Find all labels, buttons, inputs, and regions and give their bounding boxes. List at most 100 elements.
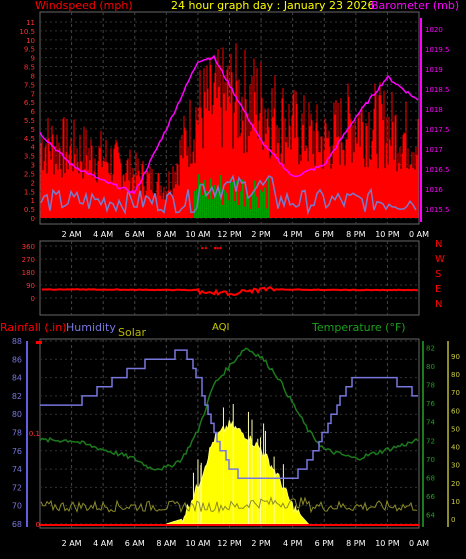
wind-y-tick: 2.5 bbox=[24, 170, 35, 178]
wind-time-tick: 10 AM bbox=[185, 230, 210, 239]
windspeed-axis-label: Windspeed (mph) bbox=[35, 0, 133, 12]
temperature-y-tick: 76 bbox=[426, 400, 435, 408]
aqi-y-tick: 40 bbox=[451, 444, 460, 452]
aqi-y-tick: 80 bbox=[451, 371, 460, 379]
baro-y-tick: 1016.5 bbox=[425, 166, 450, 174]
lower-time-tick: 6 PM bbox=[315, 539, 334, 548]
direction-y-tick: 90 bbox=[26, 282, 35, 290]
humidity-line bbox=[40, 349, 418, 480]
aqi-y-tick: 90 bbox=[451, 353, 460, 361]
baro-y-tick: 1019 bbox=[425, 66, 443, 74]
wind-y-tick: 7.5 bbox=[24, 81, 35, 89]
aqi-y-tick: 70 bbox=[451, 389, 460, 397]
rainfall-label: Rainfall (.in) bbox=[0, 321, 67, 334]
humidity-y-tick: 72 bbox=[12, 483, 22, 492]
aqi-line bbox=[40, 496, 418, 514]
humidity-y-tick: 78 bbox=[12, 429, 22, 438]
wind-time-tick: 8 PM bbox=[346, 230, 365, 239]
baro-y-tick: 1018.5 bbox=[425, 86, 450, 94]
wind-y-tick: 10.5 bbox=[19, 28, 35, 36]
barometer-axis-label: Barometer (mb) bbox=[371, 0, 459, 12]
humidity-y-tick: 70 bbox=[12, 502, 22, 511]
baro-y-tick: 1016 bbox=[425, 186, 443, 194]
direction-series-layer bbox=[42, 247, 419, 297]
wind-y-tick: 0 bbox=[31, 215, 35, 223]
direction-point bbox=[204, 247, 207, 250]
direction-point bbox=[219, 247, 222, 250]
wind-time-tick: 6 PM bbox=[315, 230, 334, 239]
graph-title: 24 hour graph day : January 23 2026 bbox=[171, 0, 375, 12]
wind-y-tick: 4.5 bbox=[24, 135, 35, 143]
lower-time-tick: 8 AM bbox=[156, 539, 176, 548]
direction-point bbox=[214, 247, 217, 250]
temperature-y-tick: 74 bbox=[426, 419, 435, 427]
aqi-y-tick: 20 bbox=[451, 480, 460, 488]
wind-time-tick: 6 AM bbox=[125, 230, 145, 239]
lower-time-tick: 2 AM bbox=[62, 539, 82, 548]
direction-y-tick: 270 bbox=[22, 256, 35, 264]
compass-label: E bbox=[435, 284, 441, 295]
humidity-y-tick: 68 bbox=[12, 520, 22, 529]
wind-time-tick: 2 PM bbox=[251, 230, 270, 239]
wind-y-tick: 7 bbox=[31, 90, 35, 98]
lower-series-layer bbox=[39, 347, 419, 526]
wind-y-tick: 1 bbox=[31, 197, 35, 205]
wind-y-tick: 8 bbox=[31, 72, 35, 80]
wind-y-tick: 6 bbox=[31, 108, 36, 116]
wind-time-tick: 4 PM bbox=[283, 230, 302, 239]
aqi-y-tick: 0 bbox=[451, 516, 455, 524]
wind-y-tick: 0.5 bbox=[24, 206, 35, 214]
direction-point bbox=[216, 247, 219, 250]
baro-y-tick: 1019.5 bbox=[425, 46, 450, 54]
lower-time-tick: 6 AM bbox=[125, 539, 145, 548]
compass-label: W bbox=[435, 254, 445, 265]
humidity-y-tick: 76 bbox=[12, 447, 22, 456]
lower-time-tick: 4 PM bbox=[283, 539, 302, 548]
aqi-label: AQI bbox=[212, 322, 230, 333]
baro-y-tick: 1017 bbox=[425, 146, 443, 154]
lower-time-tick: 10 PM bbox=[375, 539, 400, 548]
humidity-y-tick: 80 bbox=[12, 410, 22, 419]
wind-y-tick: 2 bbox=[31, 179, 35, 187]
wind-y-tick: 4 bbox=[31, 144, 36, 152]
direction-point bbox=[201, 247, 204, 250]
temperature-line bbox=[39, 347, 419, 471]
aqi-y-tick: 50 bbox=[451, 425, 460, 433]
wind-y-tick: 3 bbox=[31, 162, 35, 170]
direction-y-tick: 360 bbox=[22, 243, 35, 251]
compass-label: N bbox=[435, 299, 442, 310]
direction-y-tick: 180 bbox=[22, 269, 35, 277]
lower-time-tick: 12 PM bbox=[217, 539, 242, 548]
wind-y-tick: 5 bbox=[31, 126, 35, 134]
compass-label: S bbox=[435, 269, 441, 280]
solar-label: Solar bbox=[118, 326, 147, 339]
rain-y-tick: 0 bbox=[36, 521, 40, 529]
wind-average-line bbox=[40, 174, 417, 216]
direction-y-tick: 0 bbox=[31, 295, 35, 303]
temperature-y-tick: 64 bbox=[426, 511, 435, 519]
humidity-y-tick: 82 bbox=[12, 392, 22, 401]
lower-time-tick: 0 AM bbox=[409, 539, 429, 548]
wind-time-tick: 8 AM bbox=[156, 230, 176, 239]
humidity-y-tick: 74 bbox=[12, 465, 22, 474]
compass-label: N bbox=[435, 239, 442, 250]
temperature-label: Temperature (°F) bbox=[311, 321, 406, 334]
wind-series-layer bbox=[39, 43, 419, 218]
wind-y-tick: 1.5 bbox=[24, 188, 35, 196]
wind-y-tick: 6.5 bbox=[24, 99, 35, 107]
aqi-y-tick: 30 bbox=[451, 462, 460, 470]
rain-y-tick: 0.1 bbox=[29, 430, 40, 438]
aqi-y-tick: 10 bbox=[451, 498, 460, 506]
lower-time-tick: 10 AM bbox=[185, 539, 210, 548]
humidity-y-tick: 86 bbox=[12, 355, 22, 364]
wind-y-tick: 9 bbox=[31, 55, 35, 63]
humidity-y-tick: 84 bbox=[12, 374, 22, 383]
wind-y-tick: 10 bbox=[26, 37, 35, 45]
temperature-y-tick: 66 bbox=[426, 493, 435, 501]
wind-y-tick: 8.5 bbox=[24, 64, 35, 72]
wind-y-tick: 11 bbox=[26, 19, 35, 27]
wind-y-tick: 5.5 bbox=[24, 117, 35, 125]
temperature-y-tick: 78 bbox=[426, 382, 435, 390]
